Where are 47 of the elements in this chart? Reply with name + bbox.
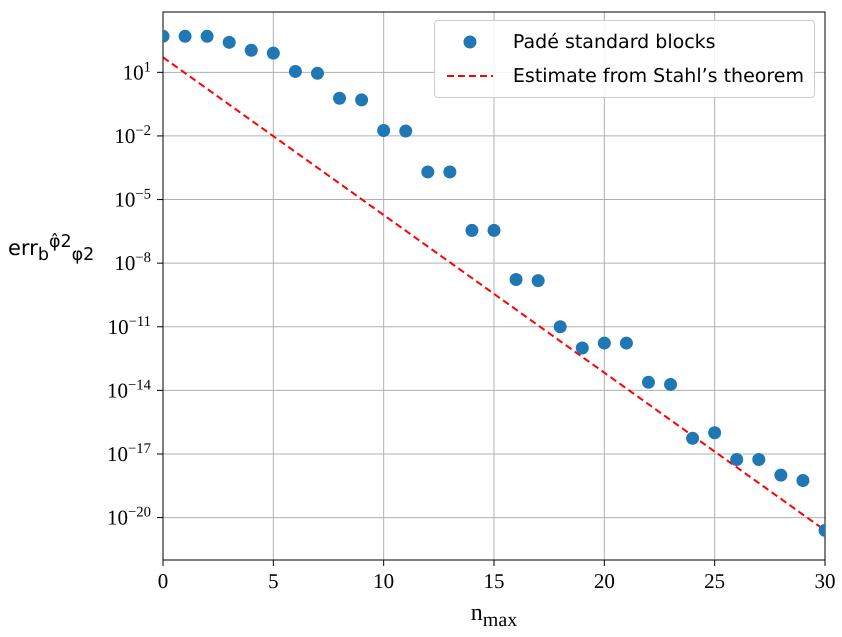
x-tick-label: 30 [814, 569, 836, 593]
point [796, 474, 810, 488]
y-tick-label: 10$^{−20}$ [107, 504, 151, 530]
point [333, 92, 346, 105]
point [310, 66, 324, 80]
point [178, 30, 192, 43]
point [752, 452, 766, 466]
point [532, 274, 545, 288]
point [222, 36, 236, 49]
point [730, 452, 744, 466]
legend-label: Padé standard blocks [512, 31, 716, 53]
x-tick-label: 20 [594, 569, 615, 593]
y-tick-label: 10$^{−11}$ [108, 314, 151, 339]
point [576, 341, 589, 354]
point [598, 336, 611, 350]
point [244, 44, 258, 57]
point [465, 224, 478, 237]
x-tick-label: 5 [268, 569, 279, 593]
point [377, 124, 390, 138]
point [488, 224, 500, 237]
point [774, 468, 788, 482]
point [708, 426, 722, 440]
y-tick-label: 10$^{1}$ [122, 59, 151, 84]
point [510, 272, 523, 286]
x-tick-label: 10 [373, 569, 394, 593]
legend-label: Estimate from Stahl’s theorem [512, 65, 804, 87]
x-tick-label: 25 [704, 569, 726, 593]
point [443, 165, 456, 178]
point [200, 30, 214, 43]
y-tick-label: 10$^{−8}$ [114, 250, 151, 276]
point [266, 46, 280, 60]
point [686, 432, 700, 445]
point [399, 124, 412, 138]
x-tick-label: 15 [484, 569, 504, 593]
x-axis-title: n$_{max}$ [470, 600, 518, 632]
point [664, 378, 678, 391]
y-tick-label: 10$^{−5}$ [114, 186, 151, 212]
y-tick-label: 10$^{−14}$ [107, 377, 152, 402]
x-tick-label: 0 [158, 569, 168, 593]
y-tick-label: 10$^{−2}$ [114, 122, 151, 148]
point [355, 93, 368, 106]
point [554, 320, 567, 334]
point [421, 165, 434, 178]
point [288, 64, 302, 78]
point [620, 336, 633, 350]
y-tick-label: 10$^{−17}$ [107, 440, 151, 466]
point [642, 376, 655, 389]
